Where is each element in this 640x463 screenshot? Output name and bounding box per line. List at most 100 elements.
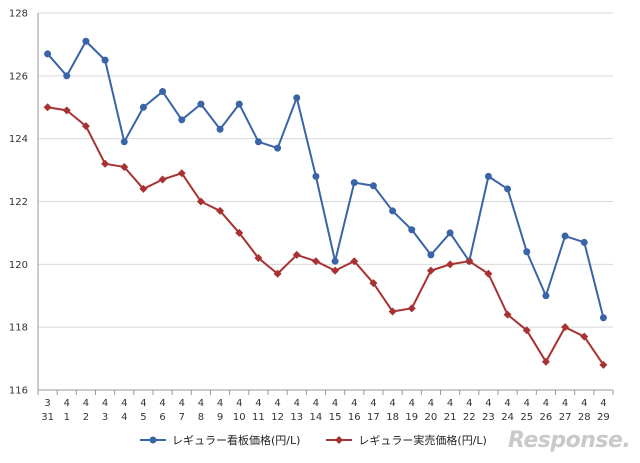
data-point bbox=[44, 50, 52, 58]
series-group bbox=[43, 37, 608, 369]
x-tick-month: 4 bbox=[236, 398, 242, 409]
x-tick-day: 26 bbox=[540, 412, 553, 423]
data-point bbox=[139, 103, 147, 111]
x-tick-month: 4 bbox=[83, 398, 89, 409]
data-point bbox=[484, 269, 493, 278]
x-tick-day: 22 bbox=[463, 412, 476, 423]
x-tick-month: 3 bbox=[44, 398, 50, 409]
x-tick-day: 8 bbox=[198, 412, 204, 423]
legend-label-actual-price: レギュラー実売価格(円/L) bbox=[358, 434, 487, 447]
x-tick-month: 4 bbox=[428, 398, 434, 409]
data-point bbox=[81, 122, 90, 131]
data-point bbox=[139, 184, 148, 193]
x-tick-month: 4 bbox=[524, 398, 530, 409]
y-tick-120: 120 bbox=[9, 260, 28, 271]
x-tick-month: 4 bbox=[466, 398, 472, 409]
data-point bbox=[580, 238, 588, 246]
y-tick-122: 122 bbox=[9, 197, 28, 208]
x-tick-month: 4 bbox=[543, 398, 549, 409]
data-point bbox=[235, 228, 244, 237]
data-point bbox=[62, 106, 71, 115]
x-tick-day: 28 bbox=[578, 412, 591, 423]
x-tick-day: 23 bbox=[482, 412, 495, 423]
x-tick-month: 4 bbox=[140, 398, 146, 409]
data-point bbox=[446, 229, 454, 237]
x-tick-month: 4 bbox=[370, 398, 376, 409]
axes bbox=[37, 13, 614, 395]
data-point bbox=[293, 94, 301, 102]
x-tick-day: 20 bbox=[425, 412, 438, 423]
legend-swatch-signboard bbox=[140, 436, 166, 444]
data-point bbox=[599, 314, 607, 322]
data-point bbox=[177, 169, 186, 178]
y-tick-118: 118 bbox=[9, 323, 28, 334]
data-point bbox=[426, 266, 435, 275]
data-point bbox=[561, 232, 569, 240]
x-tick-day: 15 bbox=[329, 412, 342, 423]
data-point bbox=[580, 332, 589, 341]
data-point bbox=[541, 357, 550, 366]
x-tick-month: 4 bbox=[485, 398, 491, 409]
x-tick-month: 4 bbox=[121, 398, 127, 409]
x-tick-month: 4 bbox=[294, 398, 300, 409]
x-tick-day: 31 bbox=[41, 412, 54, 423]
data-point bbox=[82, 37, 90, 45]
data-point bbox=[561, 323, 570, 332]
x-tick-month: 4 bbox=[409, 398, 415, 409]
data-point bbox=[331, 257, 339, 265]
data-point bbox=[101, 56, 109, 64]
data-point bbox=[388, 307, 397, 316]
data-point bbox=[522, 326, 531, 335]
x-tick-month: 4 bbox=[581, 398, 587, 409]
x-tick-month: 4 bbox=[504, 398, 510, 409]
data-point bbox=[178, 116, 186, 124]
data-point bbox=[101, 159, 110, 168]
data-point bbox=[369, 279, 378, 288]
data-point bbox=[350, 179, 358, 187]
data-point bbox=[369, 182, 377, 190]
x-tick-day: 4 bbox=[121, 412, 127, 423]
data-point bbox=[465, 257, 474, 266]
x-tick-month: 4 bbox=[64, 398, 70, 409]
data-point bbox=[407, 304, 416, 313]
x-tick-day: 9 bbox=[217, 412, 223, 423]
data-point bbox=[120, 138, 128, 146]
x-tick-day: 29 bbox=[597, 412, 610, 423]
x-tick-day: 1 bbox=[64, 412, 70, 423]
data-point bbox=[311, 257, 320, 266]
data-point bbox=[197, 100, 205, 108]
x-tick-day: 19 bbox=[405, 412, 418, 423]
grid-lines bbox=[38, 12, 613, 328]
data-point bbox=[254, 254, 263, 263]
x-tick-day: 10 bbox=[233, 412, 246, 423]
data-point bbox=[503, 310, 512, 319]
data-point bbox=[292, 250, 301, 259]
legend: レギュラー看板価格(円/L) レギュラー実売価格(円/L) bbox=[140, 432, 487, 448]
x-tick-month: 4 bbox=[600, 398, 606, 409]
data-point bbox=[312, 172, 320, 180]
x-tick-month: 4 bbox=[562, 398, 568, 409]
data-point bbox=[274, 144, 282, 152]
data-point bbox=[273, 269, 282, 278]
x-tick-day: 24 bbox=[501, 412, 514, 423]
y-tick-128: 128 bbox=[9, 9, 28, 20]
series-line-0 bbox=[46, 40, 605, 318]
data-point bbox=[350, 257, 359, 266]
data-point bbox=[159, 88, 167, 96]
x-tick-month: 4 bbox=[351, 398, 357, 409]
data-point bbox=[254, 138, 262, 146]
x-tick-month: 4 bbox=[159, 398, 165, 409]
data-point bbox=[389, 207, 397, 215]
x-tick-month: 4 bbox=[389, 398, 395, 409]
x-tick-month: 4 bbox=[332, 398, 338, 409]
data-point bbox=[158, 175, 167, 184]
data-point bbox=[504, 185, 512, 193]
legend-item-signboard-price: レギュラー看板価格(円/L) bbox=[140, 432, 300, 448]
data-point bbox=[43, 103, 52, 112]
y-tick-labels: 116 118 120 122 124 126 128 bbox=[9, 9, 28, 397]
data-point bbox=[216, 206, 225, 215]
x-tick-labels: 3314142434445464748494104114124134144154… bbox=[41, 398, 610, 423]
x-tick-month: 4 bbox=[198, 398, 204, 409]
x-tick-day: 12 bbox=[271, 412, 284, 423]
data-point bbox=[542, 292, 550, 300]
